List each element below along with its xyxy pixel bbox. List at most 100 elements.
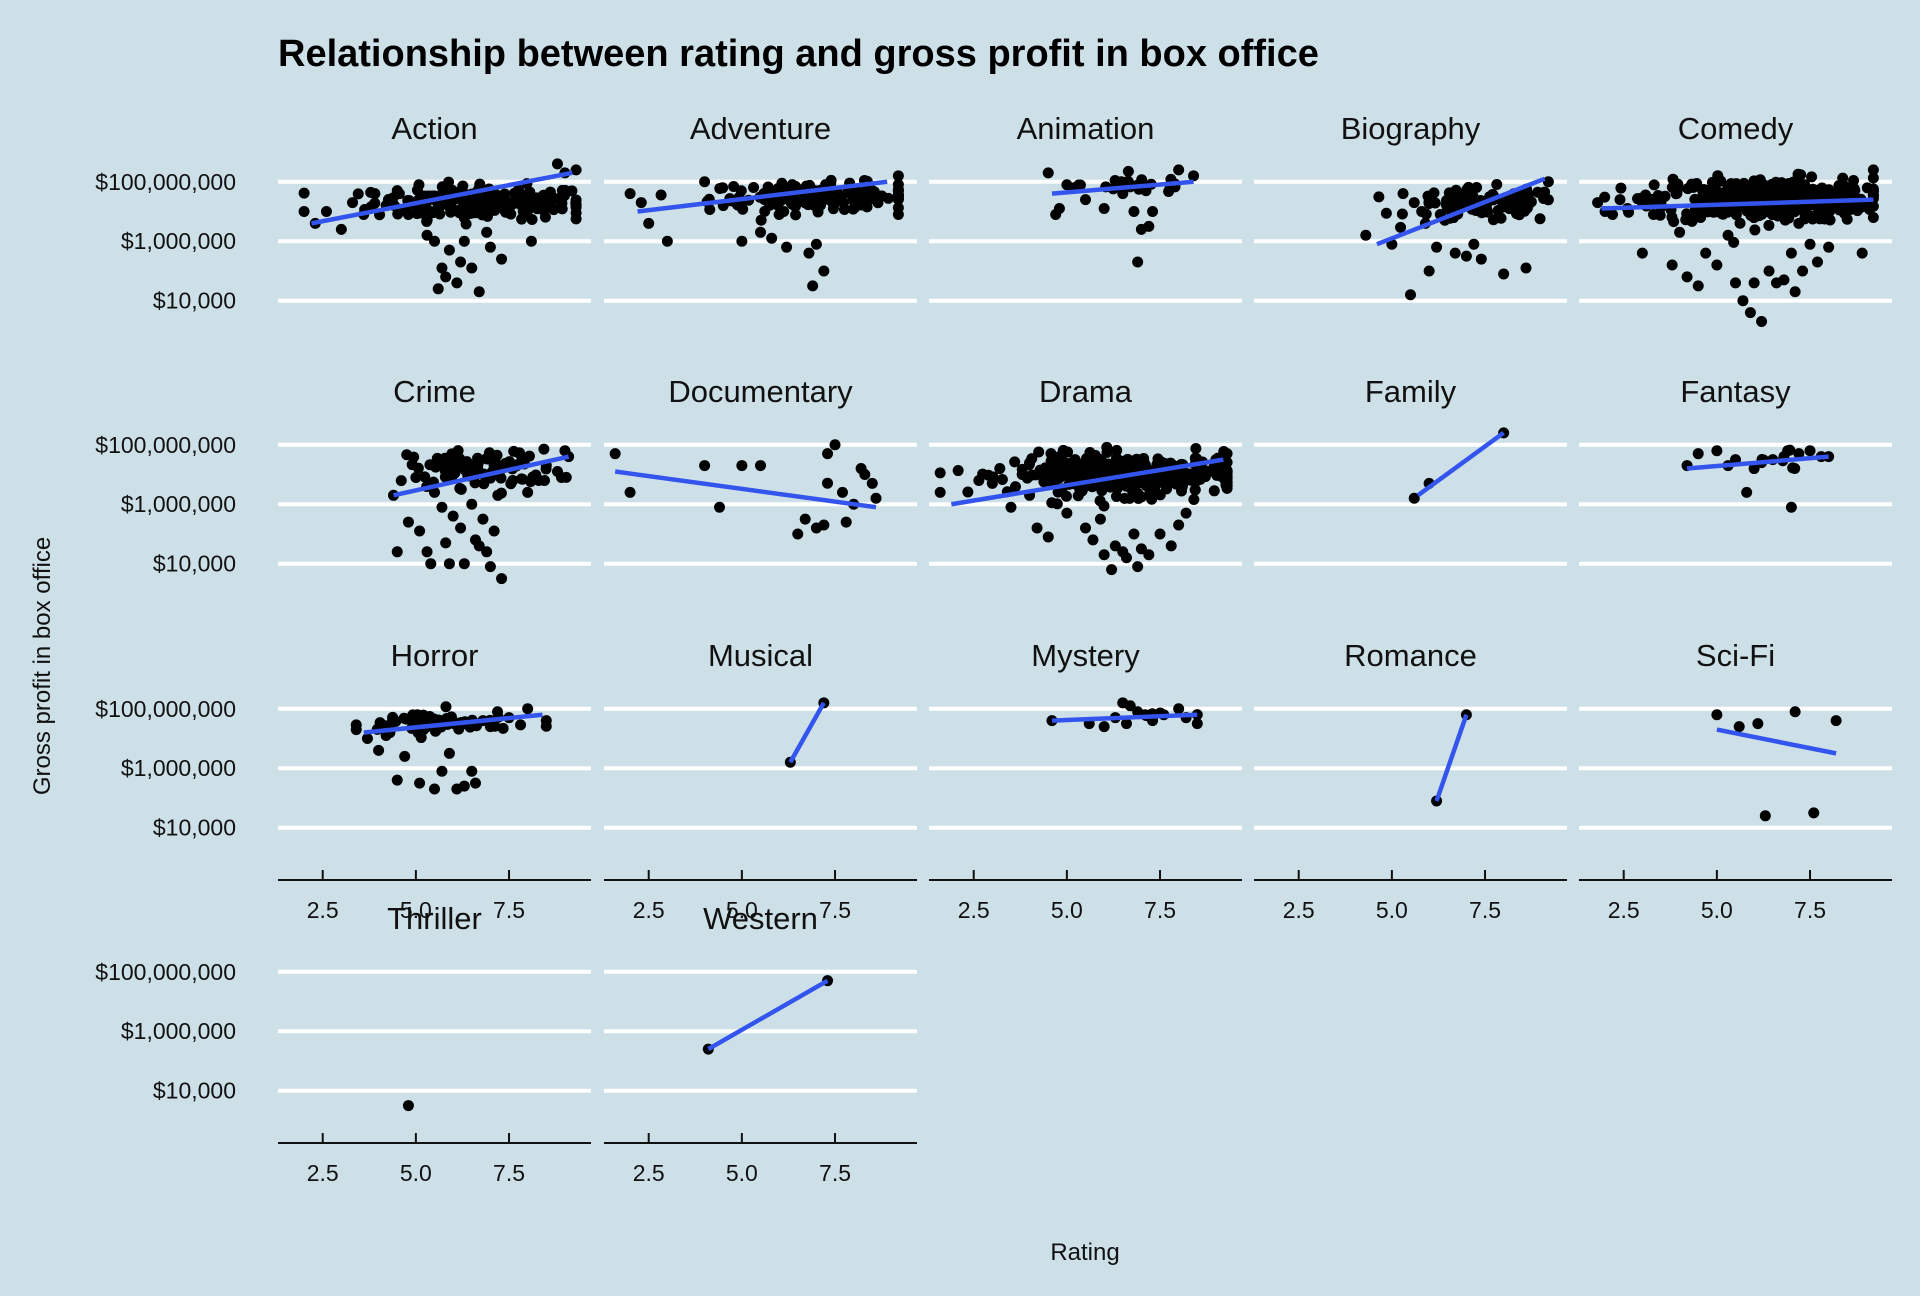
data-point (466, 262, 478, 274)
data-point (469, 777, 481, 789)
data-point (402, 516, 414, 528)
data-point (484, 561, 496, 573)
data-point (1161, 483, 1173, 495)
data-point (717, 182, 729, 194)
facet-panel: Drama (929, 374, 1242, 576)
data-point (1734, 217, 1746, 229)
data-point (413, 179, 425, 191)
data-point (1086, 464, 1098, 476)
data-point (392, 208, 404, 220)
data-point (1701, 185, 1713, 197)
data-point (516, 473, 528, 485)
data-point (1856, 247, 1868, 259)
data-point (1031, 522, 1043, 534)
data-point (1154, 528, 1166, 540)
data-point (395, 475, 407, 487)
data-point (1180, 507, 1192, 519)
data-point (866, 185, 878, 197)
data-point (1846, 188, 1858, 200)
data-point (556, 184, 568, 196)
data-point (822, 477, 834, 489)
data-point (748, 182, 760, 194)
data-point (538, 443, 550, 455)
data-point (977, 468, 989, 480)
data-point (1867, 172, 1879, 184)
y-tick-label: $100,000,000 (95, 959, 236, 985)
x-tick-label: 7.5 (1469, 897, 1501, 923)
data-point (401, 205, 413, 217)
data-point (1748, 175, 1760, 187)
data-point (1711, 709, 1723, 721)
data-point (493, 190, 505, 202)
data-point (787, 198, 799, 210)
data-point (609, 448, 621, 460)
data-point (736, 235, 748, 247)
data-point (1491, 179, 1503, 191)
facet-label: Comedy (1678, 111, 1794, 146)
data-point (508, 187, 520, 199)
data-point (1189, 452, 1201, 464)
facet-panel: Horror $10,000 $1,000,000 $100,000,000 2.5 5.… (95, 638, 591, 923)
data-point (1189, 484, 1201, 496)
data-point (432, 283, 444, 295)
data-point (466, 765, 478, 777)
x-tick-label: 2.5 (307, 1160, 339, 1186)
x-tick-label: 5.0 (400, 1160, 432, 1186)
data-point (1120, 718, 1132, 730)
data-point (1689, 193, 1701, 205)
data-point (1111, 483, 1123, 495)
data-point (1120, 552, 1132, 564)
data-point (1763, 219, 1775, 231)
data-point (624, 188, 636, 200)
data-point (483, 447, 495, 459)
data-point (1615, 182, 1627, 194)
data-point (1176, 481, 1188, 493)
data-point (624, 486, 636, 498)
facet-label: Western (703, 901, 818, 936)
y-tick-label: $10,000 (153, 288, 236, 314)
data-point (892, 208, 904, 220)
facet-panels: Action $10,000 $1,000,000 $100,000,000 Adven… (95, 111, 1892, 1186)
data-point (755, 460, 766, 472)
data-point (1009, 456, 1021, 468)
data-point (755, 226, 766, 238)
data-point (1666, 259, 1678, 271)
facet-panel: Musical 2.5 5.0 7.5 (604, 638, 917, 923)
data-point (1614, 194, 1626, 206)
data-point (1784, 444, 1796, 456)
facet-panel: Adventure (604, 111, 917, 303)
data-point (1073, 179, 1085, 191)
data-point (1094, 495, 1106, 507)
data-point (994, 463, 1006, 475)
data-point (1021, 472, 1033, 484)
data-point (1124, 700, 1136, 712)
data-point (1607, 208, 1619, 220)
data-point (799, 513, 811, 525)
y-tick-label: $1,000,000 (121, 491, 236, 517)
data-point (1009, 481, 1021, 493)
data-point (477, 198, 489, 210)
data-point (1190, 442, 1202, 454)
data-point (1682, 183, 1694, 195)
data-point (1422, 190, 1434, 202)
data-point (458, 235, 470, 247)
data-point (1804, 445, 1816, 457)
data-point (400, 713, 412, 725)
data-point (818, 519, 830, 531)
data-point (393, 188, 405, 200)
data-point (1468, 238, 1480, 250)
data-point (1807, 183, 1819, 195)
data-point (298, 205, 310, 217)
data-point (387, 713, 399, 725)
data-point (1799, 179, 1811, 191)
data-point (1498, 268, 1510, 280)
data-point (443, 244, 455, 256)
x-tick-label: 2.5 (307, 897, 339, 923)
data-point (1191, 709, 1203, 721)
data-point (369, 197, 381, 209)
data-point (1122, 165, 1134, 177)
facet-label: Fantasy (1680, 374, 1791, 409)
data-point (1098, 721, 1110, 733)
data-point (866, 477, 878, 489)
data-point (540, 720, 552, 732)
